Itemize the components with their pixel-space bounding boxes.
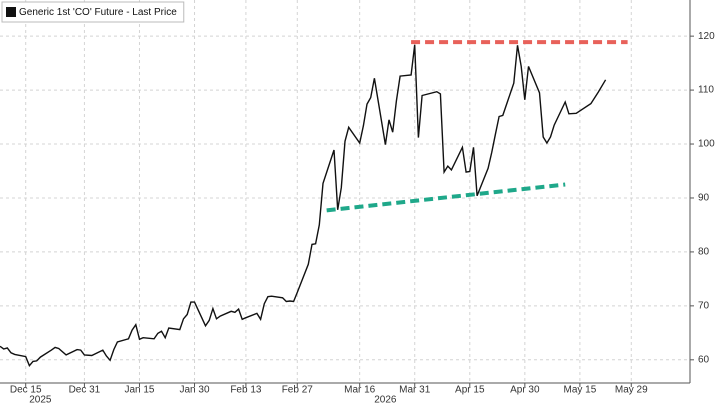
x-tick-label: Dec 31	[69, 385, 101, 396]
x-tick-label: Mar 31	[399, 385, 431, 396]
price-line	[0, 44, 607, 368]
y-tick-label: 60	[698, 354, 710, 365]
x-tick-label: Apr 30	[510, 385, 540, 396]
x-tick-label: Feb 27	[282, 385, 314, 396]
x-tick-label: Mar 16	[344, 385, 376, 396]
x-tick-label: Jan 15	[124, 385, 154, 396]
y-tick-label: 110	[698, 85, 714, 96]
trend-line	[326, 182, 566, 213]
year-label: 2026	[374, 395, 397, 403]
x-tick-label: May 15	[563, 385, 596, 396]
y-tick-label: 70	[698, 301, 710, 312]
x-tick-label: Feb 13	[230, 385, 262, 396]
y-tick-label: 120	[698, 31, 715, 42]
legend	[1, 1, 185, 23]
x-tick-label: Dec 15	[10, 385, 42, 396]
y-tick-label: 80	[698, 247, 710, 258]
legend-label: Generic 1st 'CO' Future - Last Price	[19, 7, 177, 18]
x-tick-label: Jan 30	[180, 385, 210, 396]
y-tick-label: 100	[698, 139, 715, 150]
legend-swatch	[6, 7, 16, 17]
x-tick-label: Apr 15	[455, 385, 485, 396]
year-label: 2025	[29, 395, 52, 403]
y-tick-label: 90	[698, 193, 710, 204]
x-tick-label: May 29	[615, 385, 648, 396]
